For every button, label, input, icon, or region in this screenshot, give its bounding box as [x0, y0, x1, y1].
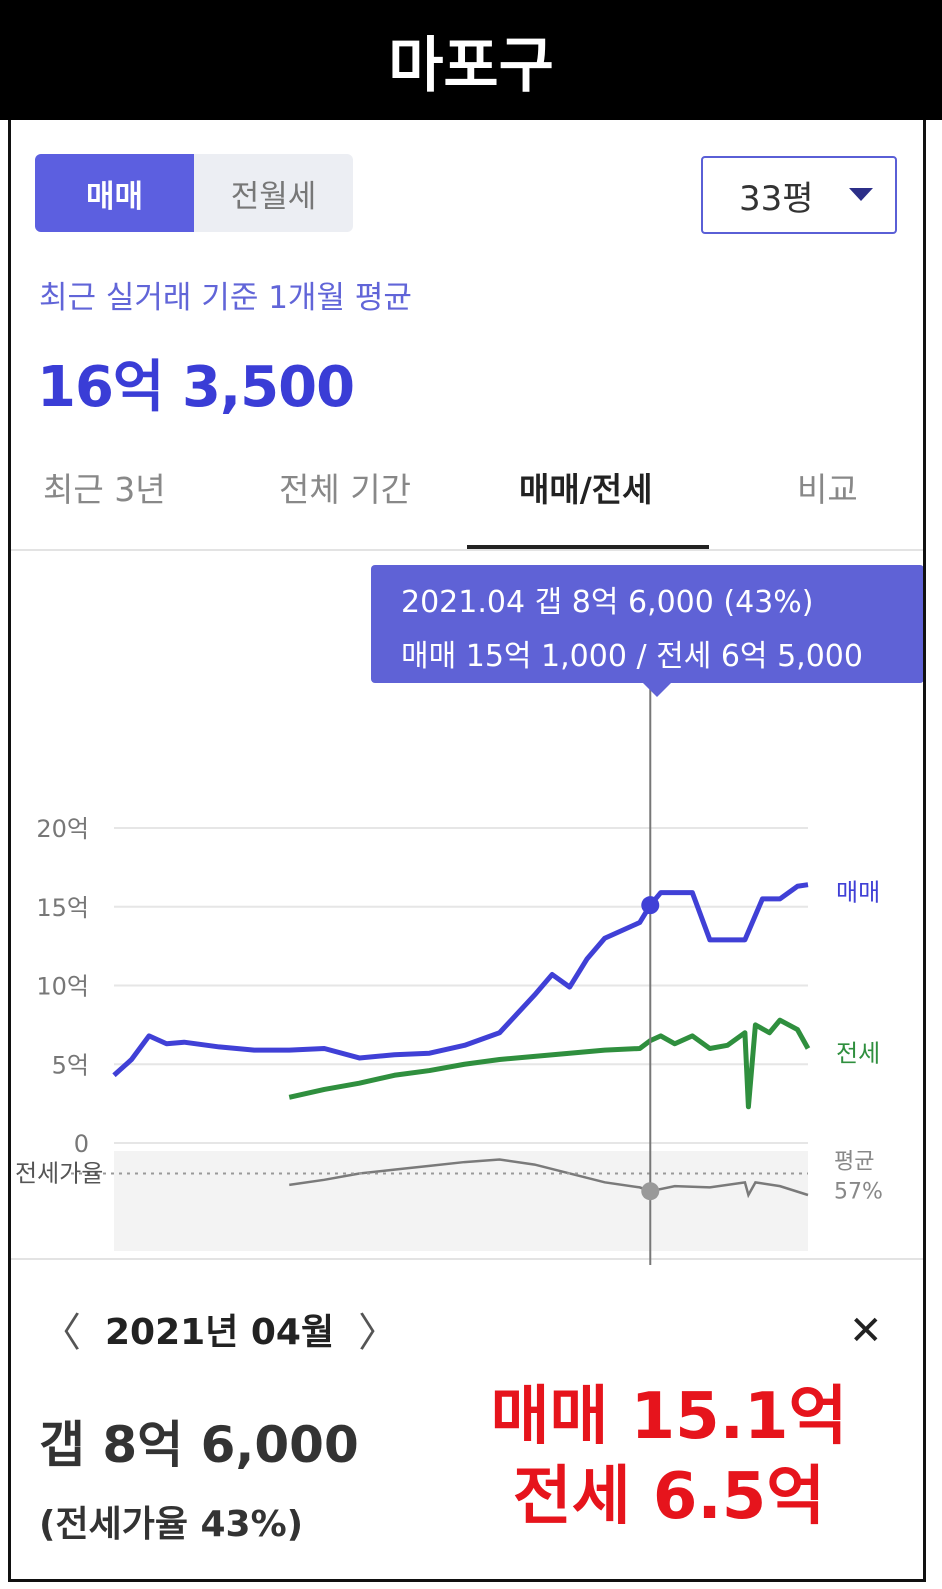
legend-jeonse-label: 전세 [836, 1040, 880, 1068]
date-navigator: 〈 2021년 04월 〉 [41, 1300, 398, 1358]
selected-sale-point [641, 896, 660, 915]
series-ratio-line [289, 1158, 809, 1199]
y-tick-label: 5억 [52, 1051, 89, 1079]
chart-tooltip: 2021.04 갭 8억 6,000 (43%) 매매 15억 1,000 / … [371, 565, 923, 697]
ratio-panel-bg [114, 1151, 808, 1251]
selected-ratio-point [641, 1182, 660, 1201]
tooltip-price-line: 매매 15억 1,000 / 전세 6억 5,000 [401, 639, 863, 674]
ratio-average-value: 57% [834, 1179, 883, 1204]
tab-all-period[interactable]: 전체 기간 [279, 470, 411, 509]
tab-sale-jeonse[interactable]: 매매/전세 [519, 470, 653, 509]
active-tab-indicator [467, 545, 709, 549]
tab-recent-3y[interactable]: 최근 3년 [43, 470, 166, 509]
highlight-sale: 매매 15.1억 [490, 1380, 848, 1454]
tab-compare[interactable]: 비교 [797, 470, 858, 509]
close-icon[interactable]: ✕ [849, 1308, 883, 1354]
selected-month: 2021년 04월 [105, 1312, 335, 1353]
caret-down-icon [849, 188, 873, 201]
area-select-value: 33평 [739, 178, 814, 219]
y-tick-label: 0 [74, 1130, 89, 1158]
avg-price-caption: 최근 실거래 기준 1개월 평균 [39, 280, 412, 316]
jeonse-ratio-value: (전세가율 43%) [39, 1504, 304, 1545]
highlight-jeonse: 전세 6.5억 [512, 1460, 826, 1534]
tooltip-gap-line: 2021.04 갭 8억 6,000 (43%) [401, 585, 814, 620]
chart-tabs: 최근 3년 전체 기간 매매/전세 비교 [11, 445, 923, 551]
y-tick-label: 15억 [36, 894, 89, 922]
deal-type-toggle: 매매 전월세 [35, 154, 353, 232]
toggle-sale-button[interactable]: 매매 [35, 154, 194, 232]
next-month-icon[interactable]: 〉 [358, 1310, 399, 1356]
ratio-average-label: 평균 [834, 1149, 874, 1174]
legend-sale-label: 매매 [836, 879, 880, 907]
y-tick-label: 10억 [36, 973, 89, 1001]
prev-month-icon[interactable]: 〈 [41, 1310, 81, 1356]
toggle-rent-button[interactable]: 전월세 [230, 178, 317, 215]
price-chart[interactable]: 20억15억10억5억02006200820102012201420162018… [11, 685, 923, 1265]
area-select[interactable]: 33평 [701, 156, 897, 234]
avg-price-value: 16억 3,500 [37, 355, 355, 420]
price-panel: 매매 전월세 33평 최근 실거래 기준 1개월 평균 16억 3,500 최근… [8, 120, 926, 1582]
series-sale-line [112, 882, 809, 1078]
ratio-axis-label: 전세가율 [15, 1159, 103, 1187]
page-title: 마포구 [0, 0, 942, 120]
gap-value: 갭 8억 6,000 [39, 1416, 359, 1474]
y-tick-label: 20억 [36, 815, 89, 843]
series-jeonse-line [288, 1017, 811, 1110]
